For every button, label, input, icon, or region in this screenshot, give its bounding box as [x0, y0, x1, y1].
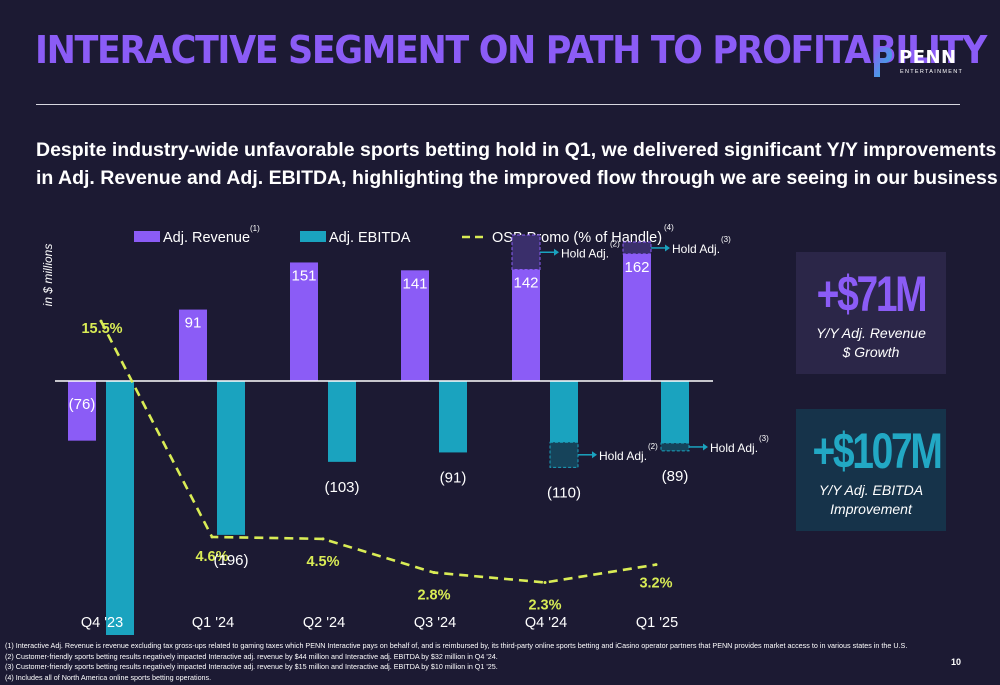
kpi-revenue-growth: +$71M Y/Y Adj. Revenue $ Growth — [796, 252, 946, 374]
promo-point-3 — [432, 571, 436, 575]
hold-adj-footnote-2: (3) — [721, 235, 731, 244]
hold-adj-box-0 — [511, 234, 541, 271]
hold-adj-box-2 — [622, 241, 652, 255]
hold-adj-footnote-0: (2) — [610, 239, 620, 248]
hold-adj-label-3: Hold Adj. — [710, 441, 758, 455]
hold-adj-arrowhead-2 — [665, 244, 670, 252]
logo-wordmark: PENN — [899, 47, 957, 68]
hold-adj-label-2: Hold Adj. — [672, 242, 720, 256]
footnote-1: (1) Interactive Adj. Revenue is revenue … — [5, 641, 908, 650]
ebitda-bar-1 — [217, 381, 245, 535]
revenue-label-3: 141 — [402, 275, 427, 292]
hold-adj-box-3 — [660, 442, 690, 452]
footnote-4: (4) Includes all of North America online… — [5, 672, 212, 682]
revenue-bar-3 — [401, 270, 429, 381]
footnote-3: (3) Customer-friendly sports betting res… — [5, 662, 498, 672]
page-title: INTERACTIVE SEGMENT ON PATH TO PROFITABI… — [35, 28, 987, 72]
promo-line — [99, 320, 657, 584]
kpi-revenue-label-1: Y/Y Adj. Revenue — [816, 325, 926, 341]
ebitda-bar-0 — [106, 381, 134, 635]
promo-point-1 — [210, 535, 214, 539]
legend-footnote-revenue: (1) — [250, 224, 260, 233]
kpi-ebitda-improvement: +$107M Y/Y Adj. EBITDA Improvement — [796, 409, 946, 531]
revenue-label-4: 142 — [513, 275, 538, 292]
promo-label-3: 2.8% — [417, 588, 450, 604]
revenue-label-1: 91 — [185, 315, 202, 332]
hold-adj-footnote-1: (2) — [648, 442, 658, 451]
kpi-revenue-label-2: $ Growth — [842, 344, 900, 360]
revenue-bar-1 — [179, 309, 207, 381]
hold-adj-footnote-3: (3) — [759, 434, 769, 443]
kpi-ebitda-label-1: Y/Y Adj. EBITDA — [818, 482, 924, 498]
legend-swatch-ebitda — [300, 231, 326, 242]
hold-adj-label-0: Hold Adj. — [561, 246, 609, 260]
ebitda-label-5: (89) — [662, 468, 689, 485]
footnotes: (1) Interactive Adj. Revenue is revenue … — [5, 641, 907, 683]
ebitda-label-3: (91) — [440, 469, 467, 486]
category-tick-0: Q4 '23 — [81, 615, 123, 631]
promo-point-2 — [321, 537, 325, 541]
penn-logo-icon — [874, 47, 892, 77]
legend-label-ebitda: Adj. EBITDA — [329, 230, 411, 246]
revenue-label-0: (76) — [69, 396, 96, 413]
category-ticks-group: Q4 '23 Q1 '24 Q2 '24 Q3 '24 Q4 '24 Q1 '25 — [81, 615, 678, 631]
ebitda-bar-2 — [328, 381, 356, 462]
category-tick-4: Q4 '24 — [525, 615, 567, 631]
category-tick-3: Q3 '24 — [414, 615, 456, 631]
legend-footnote-promo: (4) — [664, 223, 674, 232]
ebitda-label-4: (110) — [547, 484, 581, 501]
chart-legend: Adj. Revenue(1)Adj. EBITDA OSB Promo (% o… — [134, 223, 674, 246]
kpi-ebitda-label-2: Improvement — [830, 501, 912, 517]
promo-label-1: 4.6% — [195, 549, 228, 565]
bars-group — [68, 253, 689, 635]
headline-summary: Despite industry-wide unfavorable sports… — [36, 136, 998, 192]
y-axis-label: in $ millions — [41, 244, 55, 307]
footnote-2: (2) Customer-friendly sports betting res… — [5, 651, 498, 661]
headline-line-1: Despite industry-wide unfavorable sports… — [36, 139, 997, 161]
revenue-bar-0 — [68, 381, 96, 441]
interactive-segment-chart: Adj. Revenue(1)Adj. EBITDA OSB Promo (% o… — [41, 223, 769, 635]
hold-adj-arrowhead-0 — [554, 248, 559, 256]
revenue-bar-5 — [623, 253, 651, 381]
category-tick-5: Q1 '25 — [636, 615, 678, 631]
hold-adj-arrowhead-1 — [592, 451, 597, 459]
title-divider — [36, 104, 960, 105]
promo-line-group: 15.5% 4.6% 4.5% 2.8% 2.3% 3.2% — [81, 319, 673, 613]
hold-adj-box-1 — [549, 441, 579, 468]
revenue-bar-4 — [512, 269, 540, 381]
ebitda-bar-5 — [661, 381, 689, 451]
headline-line-2: in Adj. Revenue and Adj. EBITDA, highlig… — [36, 167, 998, 189]
data-labels-group: (76)(334)91(196)151(103)141(91)142(110)1… — [69, 259, 689, 569]
hold-adj-arrowhead-3 — [703, 443, 708, 451]
revenue-label-2: 151 — [291, 267, 316, 284]
revenue-label-5: 162 — [624, 259, 649, 276]
kpi-ebitda-value: +$107M — [812, 423, 943, 479]
promo-label-5: 3.2% — [639, 576, 672, 592]
promo-point-4 — [543, 580, 547, 584]
hold-adjustments-group: Hold Adj.(2)Hold Adj.(2)Hold Adj.(3)Hold… — [511, 234, 769, 468]
promo-point-5 — [654, 563, 658, 567]
penn-logo: PENN ENTERTAINMENT — [872, 45, 972, 81]
hold-adj-label-1: Hold Adj. — [599, 449, 647, 463]
category-tick-2: Q2 '24 — [303, 615, 345, 631]
revenue-bar-2 — [290, 262, 318, 381]
category-tick-1: Q1 '24 — [192, 615, 234, 631]
logo-subtext: ENTERTAINMENT — [900, 69, 964, 75]
page-number: 10 — [951, 657, 962, 667]
kpi-revenue-value: +$71M — [816, 266, 928, 322]
promo-point-0 — [99, 319, 103, 323]
promo-label-2: 4.5% — [306, 554, 339, 570]
promo-label-4: 2.3% — [528, 597, 561, 613]
ebitda-label-1: (196) — [213, 552, 248, 569]
ebitda-label-2: (103) — [324, 479, 359, 496]
legend-swatch-revenue — [134, 231, 160, 242]
ebitda-bar-3 — [439, 381, 467, 453]
promo-label-0: 15.5% — [81, 321, 122, 337]
legend-label-revenue: Adj. Revenue — [163, 230, 250, 246]
